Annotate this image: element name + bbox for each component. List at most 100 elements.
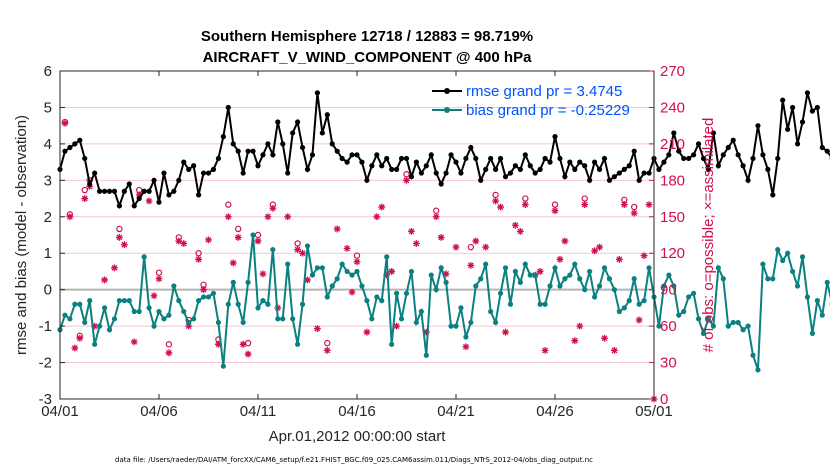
x-tick-label: 04/06 [140,403,178,420]
obs-assimilated-marker [576,322,584,330]
bias-point [245,279,251,285]
bias-point [285,261,291,267]
rmse-point [344,159,350,165]
rmse-point [433,170,439,176]
rmse-point [814,104,820,111]
rmse-point [299,144,306,151]
rmse-point [394,166,400,172]
obs-assimilated-marker [388,268,396,275]
rmse-point [116,203,122,209]
rmse-point [671,130,677,136]
rmse-point [136,195,142,202]
bias-point [799,254,806,260]
left-axis: -3 -2 -1 0 1 2 3 4 5 6 [39,63,65,408]
bias-point [755,367,761,373]
rmse-point [770,192,776,198]
bias-point [493,319,499,326]
rmse-point [676,148,682,154]
obs-assimilated-marker [229,259,237,267]
rmse-point [542,155,548,162]
bias-point [636,301,642,307]
rmse-point [750,155,756,162]
rmse-point [265,141,271,147]
bias-point [374,294,380,300]
left-tick-label: 6 [44,63,52,80]
bias-point [587,268,593,275]
rmse-point [314,90,320,96]
obs-assimilated-marker [393,322,400,330]
rmse-point [596,166,603,172]
obs-possible-marker [631,203,638,211]
rmse-point [473,155,479,162]
rmse-point [205,170,212,176]
bias-point [196,298,202,304]
rmse-point [488,155,494,162]
rmse-point [62,148,68,154]
obs-possible-marker [116,225,123,233]
bias-point [552,265,558,271]
obs-assimilated-marker [284,213,292,221]
rmse-point [666,152,672,158]
rmse-point [740,163,746,169]
rmse-point [780,97,786,103]
obs-possible-marker [195,250,202,257]
rmse-point [290,130,296,136]
obs-assimilated-marker [299,249,306,257]
rmse-point [794,141,801,147]
rmse-point [611,174,618,180]
rmse-series-line [59,92,830,209]
bias-point [290,316,296,322]
obs-assimilated-marker [591,247,598,255]
chart-title: Southern Hemisphere 12718 / 12883 = 98.7… [201,28,533,45]
rmse-point [423,163,429,169]
bias-point [691,290,697,296]
rmse-point [191,163,197,169]
rmse-point [280,141,286,147]
bias-point [631,276,637,282]
bias-point [606,276,613,282]
rmse-point [715,163,721,169]
bias-point [82,319,88,326]
rmse-point [601,155,608,162]
rmse-point [141,188,147,194]
obs-assimilated-marker [373,213,381,221]
bias-point [463,334,469,340]
rmse-point [587,177,593,183]
rmse-point [354,152,360,158]
rmse-point [369,163,375,169]
bias-point [126,298,132,304]
rmse-point [186,166,192,172]
rmse-point [270,152,276,158]
bias-point [473,283,479,289]
obs-possible-marker [551,201,559,208]
x-tick-label: 04/11 [240,403,276,420]
rmse-point [225,104,231,111]
bias-point [547,283,553,289]
bias-point [527,272,533,278]
rmse-point [448,152,454,158]
x-tick-label: 04/21 [437,403,475,420]
obs-assimilated-marker [224,213,232,221]
left-tick-label: 0 [44,282,52,299]
bias-point [314,265,320,271]
obs-assimilated-marker [353,258,361,266]
obs-possible-marker [522,195,529,202]
bias-point [809,330,816,336]
bias-point [319,265,325,271]
rmse-point [260,152,266,158]
obs-assimilated-marker [71,344,79,352]
x-tick-label: 04/16 [338,403,376,420]
rmse-point [230,141,236,147]
bias-point [101,305,108,311]
bias-point [700,330,707,336]
obs-assimilated-marker [61,119,69,127]
bias-point [760,261,766,267]
rmse-point [760,152,766,158]
obs-assimilated-marker [541,347,549,354]
obs-assimilated-marker [180,240,188,247]
obs-assimilated-marker [343,244,351,252]
bias-point [275,316,281,322]
rmse-point [468,144,474,151]
rmse-point [458,170,464,176]
